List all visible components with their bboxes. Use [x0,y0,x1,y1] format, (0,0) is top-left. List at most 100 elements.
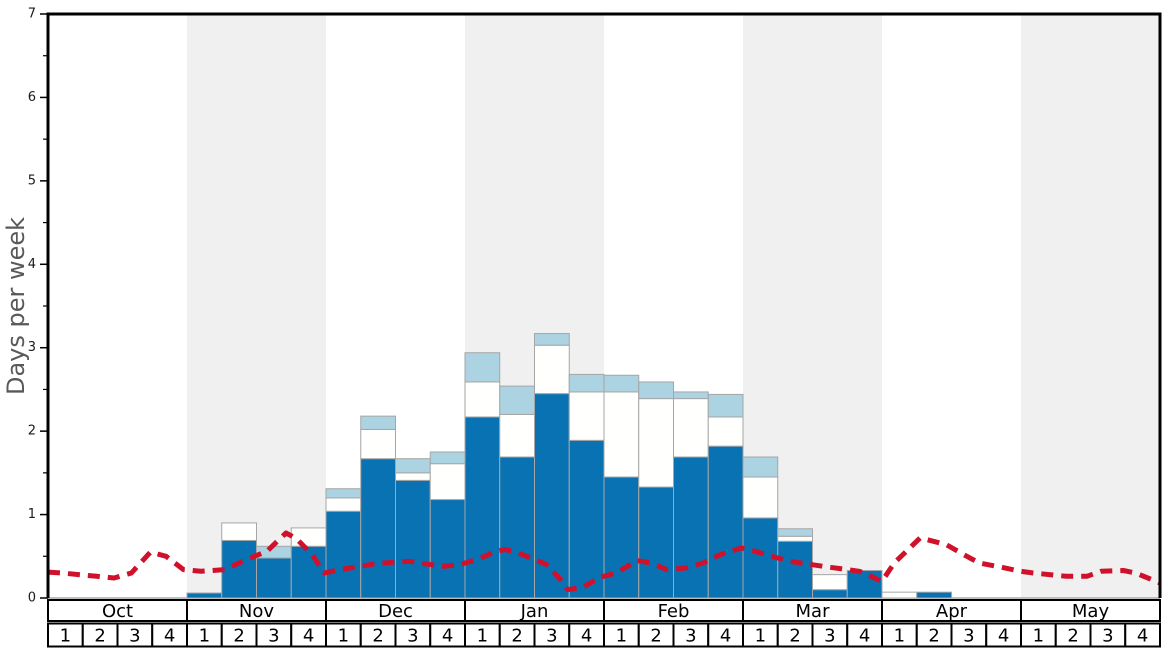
week-label: 2 [94,626,105,647]
bar-segment-dark_blue_days [846,569,883,599]
bar-segment-light_blue_days [638,381,674,400]
week-label: 1 [199,626,210,647]
bar-segment-white_days [534,344,570,395]
week-cell [1124,622,1161,648]
bar-segment-dark_blue_days [395,479,431,599]
week-row: 1 2 3 4 1 2 3 4 1 2 3 4 1 2 3 4 1 2 3 4 1 2 3 4 1 2 3 4 1 2 3 4 [47,622,1161,648]
week-label: 3 [1102,626,1113,647]
month-label: Feb [658,601,690,622]
bar-segment-dark_blue_days [360,458,396,599]
week-label: 4 [581,626,592,647]
bar-segment-light_blue_days [395,458,431,474]
month-label: Jan [520,601,549,622]
bar-segment-white_days [221,522,257,541]
bar-segment-dark_blue_days [916,591,952,599]
bar-segment-white_days [429,463,466,501]
week-label: 2 [511,626,522,647]
y-axis-label: Days per week [2,217,30,395]
week-label: 3 [407,626,418,647]
bar-segment-white_days [499,413,535,458]
bar-segment-white_days [360,428,396,460]
bar-segment-dark_blue_days [777,540,813,599]
month-label: Dec [378,601,413,622]
week-label: 2 [928,626,939,647]
week-label: 2 [1067,626,1078,647]
bar-segment-white_days [395,472,431,481]
week-label: 3 [546,626,557,647]
bar-segment-white_days [777,535,813,542]
bar-segment-light_blue_days [429,451,466,465]
bar-segment-dark_blue_days [638,486,674,599]
bar-segment-light_blue_days [464,352,501,383]
bar-segment-light_blue_days [603,374,640,393]
bar-segment-light_blue_days [568,373,605,393]
bar-segment-light_blue_days [499,385,535,415]
month-band [1021,14,1160,598]
week-label: 4 [303,626,314,647]
bar-segment-light_blue_days [742,456,779,478]
week-label: 3 [268,626,279,647]
bar-segment-white_days [568,391,605,441]
bar-segment-dark_blue_days [707,445,744,599]
bars [186,333,952,599]
bar-segment-light_blue_days [673,391,709,400]
red-dashed-line [47,530,1161,593]
bar-segment-dark_blue_days [325,510,362,599]
month-label: May [1072,601,1110,622]
bar-segment-white_days [325,497,362,512]
bar-segment-white_days [812,574,848,591]
bar-segment-white_days [707,416,744,447]
week-label: 4 [859,626,870,647]
week-label: 1 [616,626,627,647]
month-row: Oct Nov Dec Jan Feb Mar Apr May [47,599,1161,622]
month-cell [1020,599,1161,622]
y-tick-label: 3 [28,340,36,355]
bar-segment-white_days [290,527,327,547]
week-label: 1 [1033,626,1044,647]
bar-segment-dark_blue_days [290,545,327,599]
bar-segment-white_days [673,398,709,458]
month-label: Apr [936,601,968,622]
week-label: 2 [233,626,244,647]
y-tick-label: 5 [28,173,36,188]
month-band [187,14,326,598]
bar-segment-white_days [603,391,640,478]
bar-segment-dark_blue_days [812,589,848,599]
y-tick-label: 2 [28,424,36,439]
bar-segment-light_blue_days [325,488,362,499]
week-label: 2 [372,626,383,647]
bar-segment-dark_blue_days [429,499,466,599]
bar-segment-dark_blue_days [499,456,535,599]
y-tick-label: 6 [28,90,36,105]
week-label: 1 [338,626,349,647]
week-label: 1 [60,626,71,647]
week-label: 3 [129,626,140,647]
month-label: Oct [102,601,133,622]
y-tick-label: 0 [28,591,36,606]
week-label: 2 [789,626,800,647]
week-label: 4 [998,626,1009,647]
week-label: 1 [755,626,766,647]
bar-segment-dark_blue_days [256,557,292,599]
week-label: 4 [164,626,175,647]
red-dashed-line-group [47,530,1161,593]
bar-segment-white_days [881,591,918,599]
bar-segment-dark_blue_days [186,592,223,599]
bar-segment-dark_blue_days [673,456,709,599]
bar-segment-white_days [742,476,779,519]
week-label: 4 [442,626,453,647]
bar-segment-dark_blue_days [464,416,501,599]
bar-segment-dark_blue_days [603,476,640,599]
week-label: 4 [1137,626,1148,647]
y-tick-label: 4 [28,257,36,272]
bar-segment-dark_blue_days [534,393,570,599]
y-tick-label: 1 [28,507,36,522]
week-label: 3 [963,626,974,647]
month-label: Mar [796,601,831,622]
bar-segment-light_blue_days [707,393,744,418]
bar-segment-light_blue_days [360,415,396,430]
bar-segment-white_days [464,381,501,418]
month-label: Nov [239,601,274,622]
